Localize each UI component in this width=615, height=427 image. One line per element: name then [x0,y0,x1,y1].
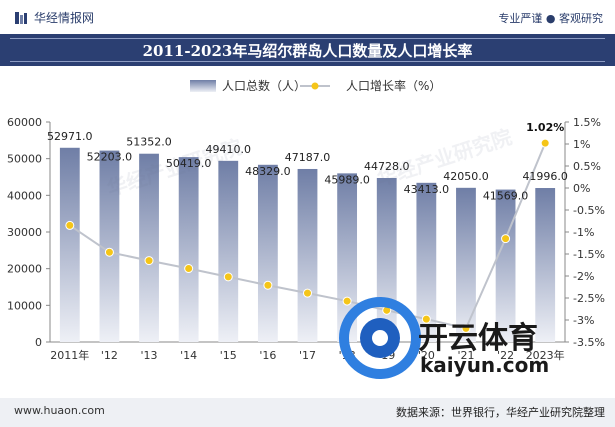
x-tick-label: '12 [101,349,118,362]
brand-name: 华经情报网 [34,11,95,25]
brand[interactable]: 华经情报网 [14,9,94,26]
growth-point-5 [263,280,273,290]
y-right-tick-label: -2% [573,270,594,283]
growth-point-2 [144,256,154,266]
bar-value-label: 50419.0 [166,157,212,170]
bar-value-label: 41996.0 [522,170,568,183]
bar-11 [495,189,516,342]
y-right-tick-label: -0.5% [573,204,605,217]
growth-point-1 [104,247,114,257]
growth-point-7 [342,296,352,306]
x-tick-label: 2023年 [526,348,565,362]
bar-2 [139,153,159,342]
y-left-tick-label: 50000 [7,153,42,166]
legend-bar-swatch [190,80,216,92]
y-right-tick-label: -1% [573,226,594,239]
bar-value-label: 47187.0 [285,151,331,164]
data-source: 数据来源：世界银行，华经产业研究院整理 [396,406,605,419]
bar-value-label: 52203.0 [87,151,133,164]
bar-value-label: 43413.0 [404,183,450,196]
y-left-tick-label: 30000 [7,226,42,239]
y-right-tick-label: 0% [573,182,590,195]
growth-point-3 [184,264,194,274]
chart: 人口总数（人） 人口增长率（%） 0 10000 20000 30000 40000 5000… [7,78,605,379]
y-right-tick-label: 1.5% [573,116,601,129]
bar-3 [178,157,199,342]
bar-value-label: 48329.0 [245,165,291,178]
growth-value-label: 1.02% [526,121,564,134]
footer: www.huaon.com 数据来源：世界银行，华经产业研究院整理 [0,398,615,427]
growth-point-6 [303,288,312,298]
title-band: 2011-2023年马绍尔群岛人口数量及人口增长率 [0,34,615,66]
growth-point-10 [461,323,471,333]
slogan: 专业严谨 ● 客观研究 [498,12,603,25]
bar-4 [218,160,239,342]
y-right-tick-label: -3% [573,314,594,327]
growth-point-0 [65,220,75,230]
y-right-tick-label: 0.5% [573,160,601,173]
y-right-tick-label: 1% [573,138,590,151]
bar-value-label: 42050.0 [443,170,489,183]
y-left-tick-label: 40000 [7,189,42,202]
bar-10 [456,187,476,342]
y-left-tick-label: 20000 [7,263,42,276]
y-left-tick-label: 10000 [7,299,42,312]
growth-point-11 [501,234,511,244]
bar-6 [297,168,318,342]
y-right-tick-label: -1.5% [573,248,605,261]
x-tick-label: '13 [141,349,158,362]
x-tick-label: '15 [220,349,237,362]
y-left-tick-label: 0 [35,336,42,349]
logo-text: 开云体育 [418,321,538,356]
bar-value-label: 51352.0 [126,136,172,149]
logo-ball-center-icon [372,330,388,346]
site-url[interactable]: www.huaon.com [14,404,105,417]
legend-bar-label: 人口总数（人） [222,78,306,93]
logo-url-text: kaiyun.com [420,353,549,377]
bar-value-label: 45989.0 [324,173,370,186]
x-tick-label: '16 [259,349,276,362]
chart-title: 2011-2023年马绍尔群岛人口数量及人口增长率 [142,42,473,60]
growth-point-12 [540,138,550,148]
x-tick-label: 2011年 [50,348,89,362]
growth-point-4 [223,272,233,282]
bar-12 [535,188,556,342]
bar-0 [59,147,80,342]
legend-line-marker [311,82,319,90]
bar-5 [257,164,278,342]
y-left-tick-label: 60000 [7,116,42,129]
bar-8 [376,177,397,342]
y-right-tick-label: -2.5% [573,292,605,305]
legend-line-label: 人口增长率（%） [346,78,441,93]
brand-logo-icon [15,11,27,24]
bar-value-label: 41569.0 [483,190,529,203]
bar-value-label: 44728.0 [364,160,410,173]
x-tick-label: '14 [180,349,197,362]
growth-point-9 [421,314,431,324]
y-right-tick-label: -3.5% [573,336,605,349]
x-tick-label: '20 [418,349,435,362]
bar-value-label: 52971.0 [47,130,93,143]
x-tick-label: '17 [299,349,316,362]
bar-9 [416,182,437,342]
top-bar: 华经情报网 专业严谨 ● 客观研究 [0,0,615,36]
bar-1 [99,150,120,342]
logo-ring-icon [339,297,421,379]
bar-value-label: 49410.0 [206,143,252,156]
x-tick-label: '22 [497,349,514,362]
x-tick-label: '21 [457,349,474,362]
title-band-frame [10,38,605,62]
